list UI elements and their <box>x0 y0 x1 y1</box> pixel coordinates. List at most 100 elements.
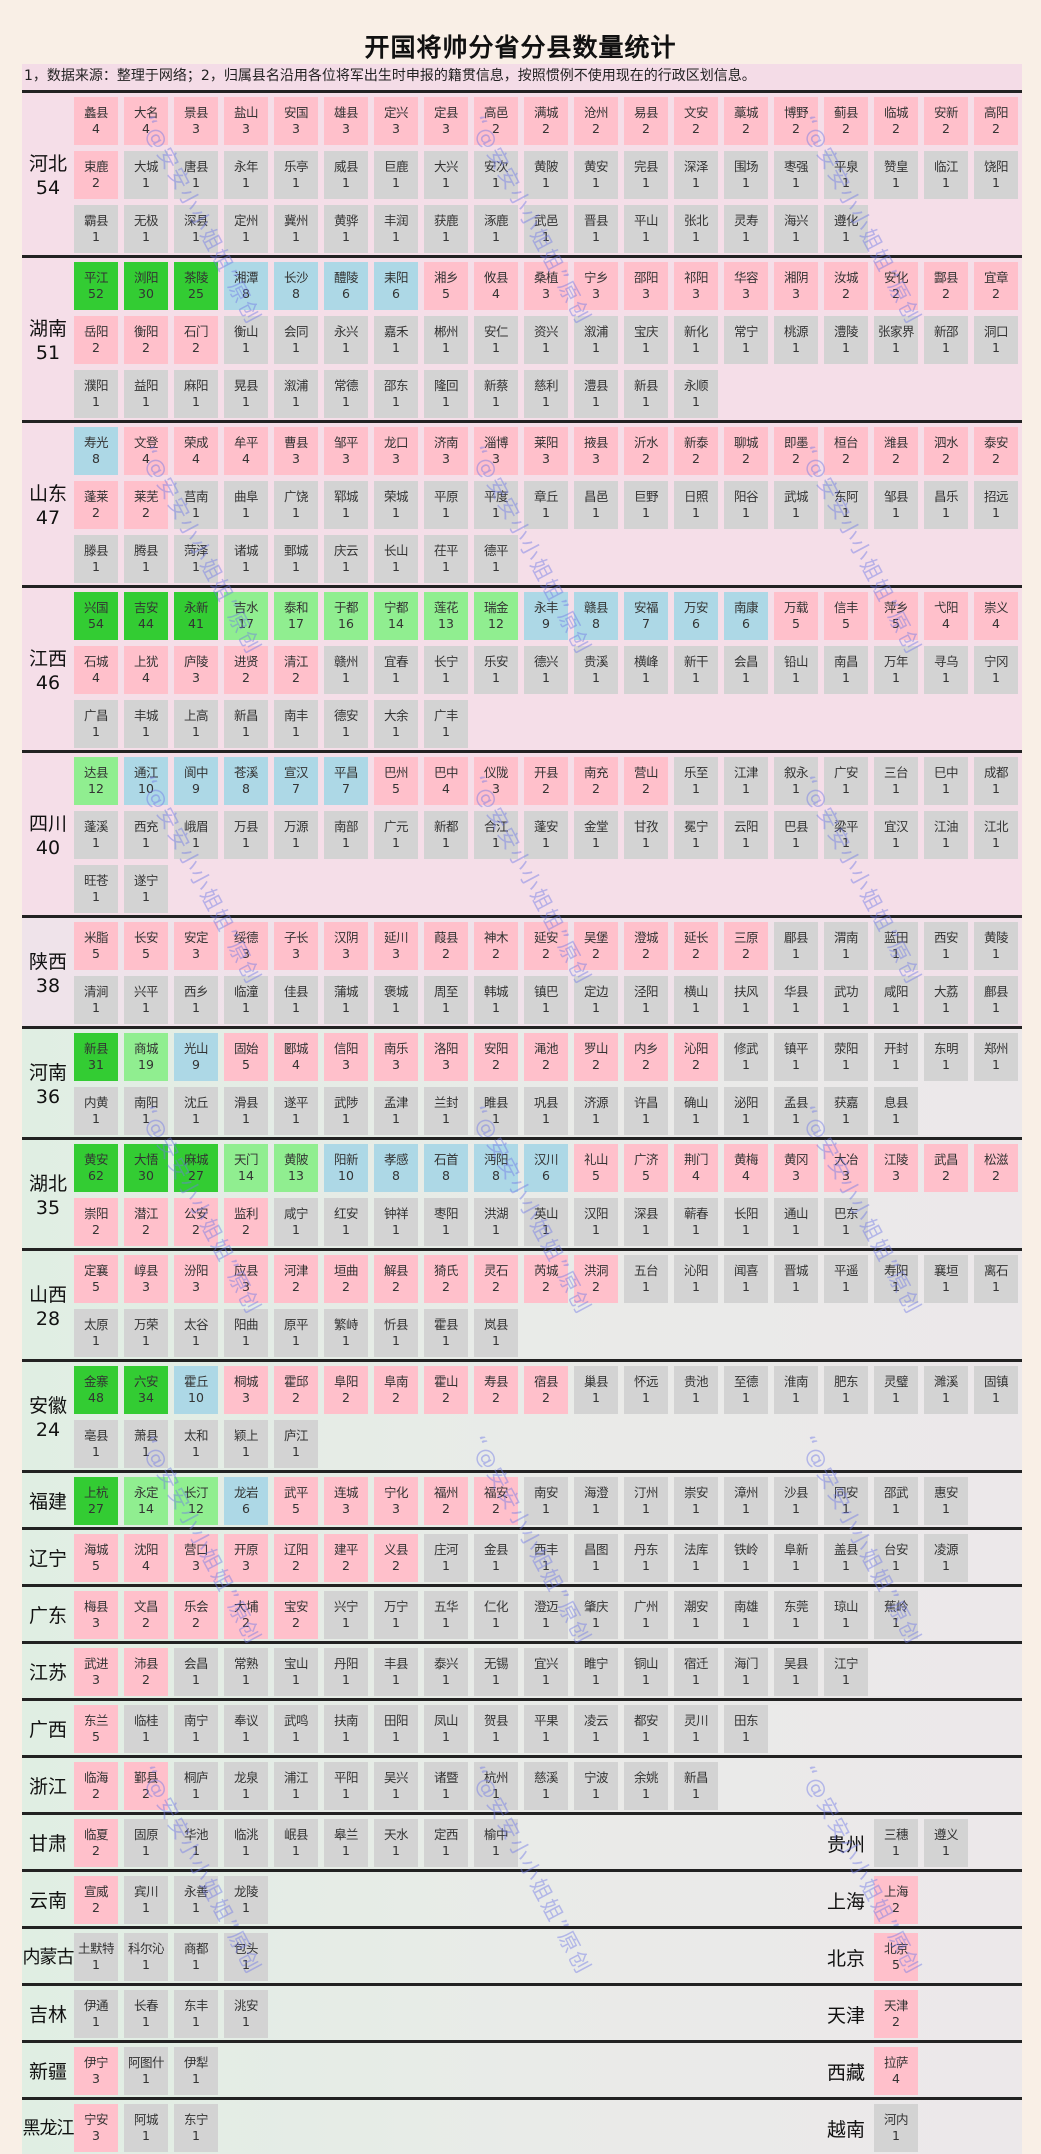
province-section: 广东 梅县 3 文昌 2 乐会 2 大埔 2 宝安 2 兴宁 1 万宁 1 五华 1 仁化 1 澄迈 1 肇庆 1 广州 1 潮安… <box>22 1584 1022 1641</box>
county-tile: 上高 1 <box>174 700 218 748</box>
county-name: 同安 <box>833 1485 859 1500</box>
county-count: 2 <box>742 946 750 961</box>
county-name: 汉阴 <box>333 930 359 945</box>
county-tile: 新干 1 <box>674 646 718 694</box>
county-tile: 莱芜 2 <box>124 481 168 529</box>
county-tile: 田东 1 <box>724 1705 768 1753</box>
county-count: 1 <box>242 1900 250 1915</box>
county-count: 1 <box>92 1333 100 1348</box>
county-tile: 六安 34 <box>124 1366 168 1414</box>
county-count: 3 <box>192 1558 200 1573</box>
county-tile: 至德 1 <box>724 1366 768 1414</box>
county-name: 广安 <box>833 765 859 780</box>
county-count: 2 <box>442 1390 450 1405</box>
county-count: 1 <box>92 394 100 409</box>
county-name: 襄垣 <box>933 1263 959 1278</box>
county-count: 1 <box>392 1729 400 1744</box>
county-name: 铅山 <box>783 654 809 669</box>
county-count: 2 <box>392 1279 400 1294</box>
county-count: 3 <box>292 946 300 961</box>
county-tile: 新化 1 <box>674 316 718 364</box>
county-tile: 庄河 1 <box>424 1534 468 1582</box>
county-tile: 泌阳 1 <box>724 1087 768 1135</box>
county-name: 乐至 <box>683 765 709 780</box>
county-name: 安仁 <box>483 324 509 339</box>
county-count: 1 <box>142 2014 150 2029</box>
county-name: 绥德 <box>233 930 259 945</box>
county-tile: 广元 1 <box>374 811 418 859</box>
county-tile: 颖上 1 <box>224 1420 268 1468</box>
county-name: 洮安 <box>233 1998 259 2013</box>
county-count: 1 <box>742 835 750 850</box>
county-name: 酃县 <box>933 270 959 285</box>
county-name: 赣州 <box>333 654 359 669</box>
county-name: 定州 <box>233 213 259 228</box>
province-label: 浙江 <box>22 1761 74 1812</box>
county-count: 14 <box>138 1501 154 1516</box>
county-tile: 宝山 1 <box>274 1648 318 1696</box>
county-name: 东阿 <box>833 489 859 504</box>
county-count: 1 <box>142 175 150 190</box>
county-count: 1 <box>142 394 150 409</box>
county-name: 永兴 <box>333 324 359 339</box>
county-tile: 临洮 1 <box>224 1819 268 1867</box>
county-name: 新邵 <box>933 324 959 339</box>
county-count: 3 <box>642 286 650 301</box>
province-total: 47 <box>35 506 61 529</box>
county-name: 监利 <box>233 1206 259 1221</box>
county-count: 3 <box>442 121 450 136</box>
county-count: 1 <box>192 505 200 520</box>
county-count: 1 <box>942 505 950 520</box>
county-tile: 韩城 1 <box>474 976 518 1024</box>
county-tile: 永定 14 <box>124 1477 168 1525</box>
county-tile: 慈利 1 <box>524 370 568 418</box>
county-tile: 滕县 1 <box>74 535 118 583</box>
county-name: 应县 <box>233 1263 259 1278</box>
county-tile: 东明 1 <box>924 1033 968 1081</box>
county-tile: 万安 6 <box>674 592 718 640</box>
county-count: 1 <box>442 1111 450 1126</box>
county-count: 1 <box>292 1000 300 1015</box>
province-total: 38 <box>35 974 61 997</box>
county-tile: 莒南 1 <box>174 481 218 529</box>
county-tile: 醴陵 6 <box>324 262 368 310</box>
county-name: 龙泉 <box>233 1770 259 1785</box>
county-count: 1 <box>742 1279 750 1294</box>
county-count: 1 <box>942 946 950 961</box>
county-tile: 修武 1 <box>724 1033 768 1081</box>
county-name: 旺苍 <box>83 873 109 888</box>
county-count: 1 <box>742 1501 750 1516</box>
county-tile: 大城 1 <box>124 151 168 199</box>
county-count: 2 <box>992 286 1000 301</box>
county-tile: 黄安 62 <box>74 1144 118 1192</box>
county-name: 邹平 <box>333 435 359 450</box>
county-count: 3 <box>742 286 750 301</box>
county-tile: 常熟 1 <box>224 1648 268 1696</box>
province-name: 山东 <box>28 482 67 505</box>
county-count: 1 <box>892 1000 900 1015</box>
county-name: 丹阳 <box>333 1656 359 1671</box>
county-count: 48 <box>88 1390 104 1405</box>
county-count: 10 <box>188 1390 204 1405</box>
county-count: 1 <box>892 1390 900 1405</box>
county-count: 1 <box>292 175 300 190</box>
county-count: 2 <box>142 340 150 355</box>
province-section: 河北 54 蠡县 4 大名 4 景县 3 盐山 3 安国 3 雄县 3 定兴 3 定县 3 高邑 2 满城 2 沧州 2 易县 2… <box>22 90 1022 255</box>
county-tile: 三穗 1 <box>874 1819 918 1867</box>
county-tile: 横山 1 <box>674 976 718 1024</box>
county-count: 3 <box>242 1279 250 1294</box>
county-count: 2 <box>992 121 1000 136</box>
county-count: 1 <box>542 1501 550 1516</box>
county-tile: 拉萨 4 <box>874 2047 918 2095</box>
county-count: 2 <box>542 1390 550 1405</box>
county-count: 8 <box>592 616 600 631</box>
county-count: 2 <box>592 1057 600 1072</box>
county-count: 2 <box>542 781 550 796</box>
county-name: 濉溪 <box>933 1374 959 1389</box>
county-name: 蓬溪 <box>83 819 109 834</box>
county-count: 1 <box>842 670 850 685</box>
county-count: 1 <box>442 1222 450 1237</box>
county-name: 黄安 <box>83 1152 109 1167</box>
county-count: 1 <box>892 1615 900 1630</box>
county-count: 6 <box>242 1501 250 1516</box>
